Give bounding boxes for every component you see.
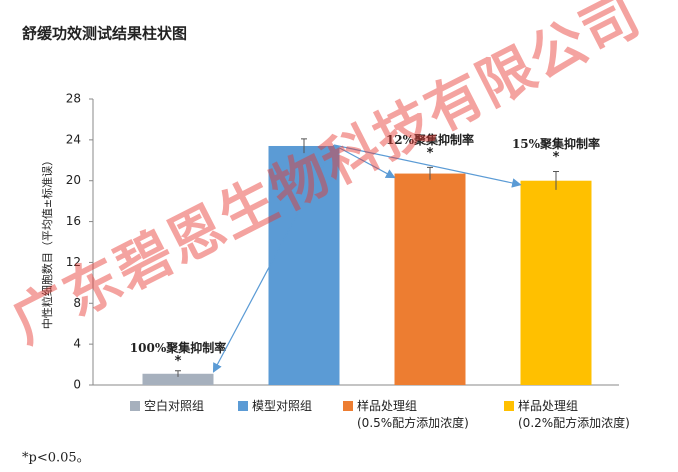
legend-item: 模型对照组 [238, 398, 312, 415]
y-tick-label: 0 [73, 378, 81, 392]
legend-item: 样品处理组 (0.2%配方添加浓度) [504, 398, 630, 432]
error-bar [175, 370, 181, 377]
error-bar [427, 166, 433, 180]
significance-mark: * [427, 146, 434, 161]
bar [520, 180, 592, 385]
legend-swatch [504, 401, 514, 411]
annotation: 100%聚集抑制率 [130, 340, 226, 355]
y-tick-label: 4 [73, 337, 81, 351]
legend-swatch [130, 401, 140, 411]
y-tick-label: 24 [66, 132, 81, 146]
y-axis-label: 中性粒细胞数目（平均值±标准误） [40, 155, 54, 329]
legend-label: 样品处理组 (0.5%配方添加浓度) [357, 399, 469, 430]
error-bar [301, 138, 307, 154]
y-tick-label: 20 [66, 173, 81, 187]
annotation: 12%聚集抑制率 [386, 132, 474, 147]
chart-title: 舒缓功效测试结果柱状图 [22, 25, 187, 43]
legend-label: 空白对照组 [144, 399, 205, 413]
footnote: *p<0.05。 [22, 451, 90, 466]
significance-mark: * [553, 150, 560, 165]
legend-item: 空白对照组 [130, 398, 204, 415]
legend-swatch [343, 401, 353, 411]
legend-label: 模型对照组 [252, 399, 313, 413]
y-tick-label: 12 [66, 255, 81, 269]
legend-item: 样品处理组 (0.5%配方添加浓度) [343, 398, 469, 432]
arrow [333, 144, 522, 188]
y-tick-label: 8 [73, 296, 81, 310]
legend-label: 样品处理组 (0.2%配方添加浓度) [518, 399, 630, 430]
error-bar [553, 171, 559, 190]
bar [268, 145, 340, 385]
legend-swatch [238, 401, 248, 411]
significance-mark: * [175, 354, 182, 369]
arrow [212, 144, 335, 373]
bar [394, 173, 466, 385]
arrow [333, 144, 396, 179]
annotation: 15%聚集抑制率 [512, 136, 600, 151]
y-tick-label: 28 [66, 92, 81, 106]
y-tick-label: 16 [66, 214, 81, 228]
bar [142, 373, 214, 385]
